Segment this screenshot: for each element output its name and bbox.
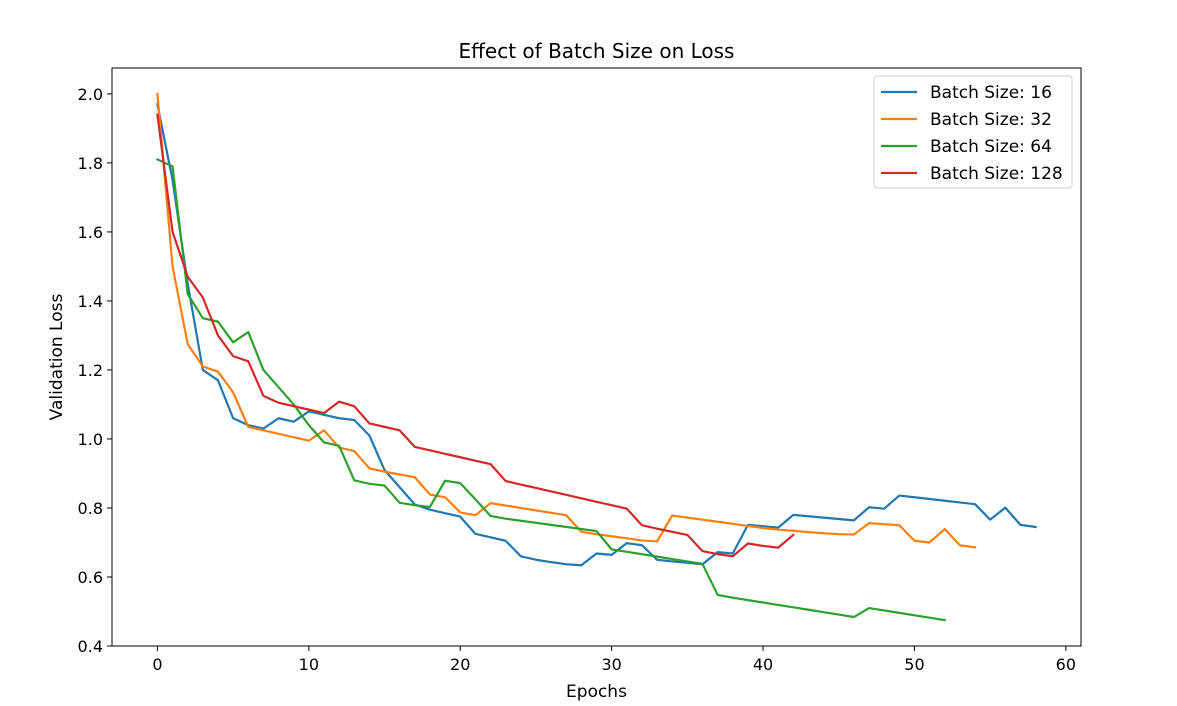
x-tick-label: 30 — [601, 655, 621, 674]
series-line-1 — [156, 92, 977, 549]
y-tick-label: 1.6 — [78, 223, 103, 242]
x-tick-label: 20 — [450, 655, 470, 674]
y-tick-label: 1.4 — [78, 292, 103, 311]
x-tick-label: 60 — [1056, 655, 1076, 674]
y-tick-label: 1.8 — [78, 154, 103, 173]
series-line-3 — [156, 113, 795, 558]
x-tick-label: 50 — [904, 655, 924, 674]
plot-lines — [155, 92, 1037, 622]
series-line-2 — [155, 157, 946, 622]
x-axis-label: Epochs — [566, 682, 627, 702]
legend-entry-1: Batch Size: 32 — [930, 110, 1052, 130]
x-tick-label: 0 — [152, 655, 162, 674]
plot-frame — [111, 67, 1082, 647]
x-tick-label: 10 — [299, 655, 319, 674]
legend: Batch Size: 16 Batch Size: 32 Batch Size: … — [873, 75, 1073, 189]
legend-entry-2: Batch Size: 64 — [930, 137, 1052, 157]
series-line-0 — [156, 102, 1037, 567]
legend-entry-0: Batch Size: 16 — [930, 83, 1052, 103]
legend-frame — [873, 75, 1073, 189]
y-tick-label: 0.8 — [78, 499, 103, 518]
y-tick-label: 2.0 — [78, 85, 103, 104]
y-axis-ticks: 0.4 0.6 0.8 1.0 1.2 1.4 1.6 1.8 2.0 — [78, 85, 112, 656]
y-tick-label: 1.2 — [78, 361, 103, 380]
y-axis-label: Validation Loss — [47, 294, 67, 421]
legend-entry-3: Batch Size: 128 — [930, 164, 1063, 184]
x-axis-ticks: 0 10 20 30 40 50 60 — [152, 646, 1076, 674]
y-tick-label: 0.6 — [78, 568, 103, 587]
y-tick-label: 0.4 — [78, 637, 103, 656]
y-tick-label: 1.0 — [78, 430, 103, 449]
x-tick-label: 40 — [753, 655, 773, 674]
chart-title: Effect of Batch Size on Loss — [459, 39, 735, 63]
